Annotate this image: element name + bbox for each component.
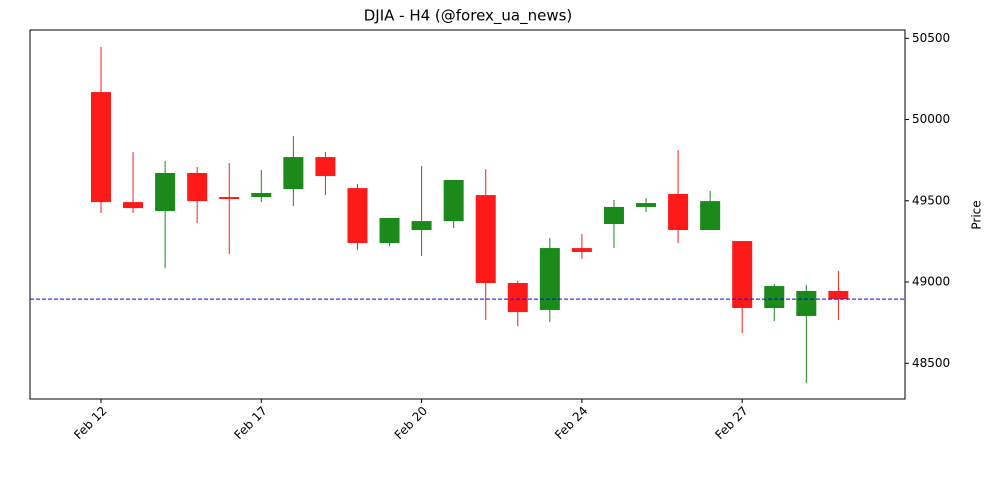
candle-body (411, 221, 432, 231)
candle-body (700, 201, 721, 231)
x-tick-label: Feb 24 (552, 404, 590, 442)
candle-body (571, 248, 592, 252)
candle-body (283, 157, 304, 190)
y-tick-label: 49000 (912, 275, 950, 289)
candle-body (475, 195, 496, 283)
candle-body (155, 172, 176, 212)
y-tick-label: 48500 (912, 356, 950, 370)
candle-body (828, 290, 849, 300)
y-tick-label: 50000 (912, 112, 950, 126)
x-tick-label: Feb 17 (231, 404, 269, 442)
y-tick-label: 49500 (912, 193, 950, 207)
y-tick-label: 50500 (912, 31, 950, 45)
x-tick-label: Feb 20 (392, 404, 430, 442)
x-tick-label: Feb 12 (71, 404, 109, 442)
candle-body (123, 202, 144, 209)
plot-frame (29, 29, 906, 400)
candle-body (91, 92, 111, 203)
candle-body (732, 241, 753, 309)
candle-body (507, 282, 528, 313)
candle-body (219, 197, 240, 199)
chart-title: DJIA - H4 (@forex_ua_news) (364, 7, 573, 26)
candle-body (796, 290, 817, 316)
x-tick-label: Feb 27 (712, 404, 750, 442)
candle-body (187, 172, 208, 202)
candle-body (347, 188, 368, 244)
y-axis-label: Price (970, 200, 984, 229)
candle-body (668, 193, 689, 231)
candle-body (603, 206, 624, 225)
candle-body (636, 203, 657, 207)
candle-body (379, 217, 400, 244)
candle-body (539, 248, 560, 310)
candle-body (443, 179, 464, 222)
candle-body (764, 286, 785, 309)
candle-body (251, 192, 272, 198)
candle-body (315, 157, 336, 177)
